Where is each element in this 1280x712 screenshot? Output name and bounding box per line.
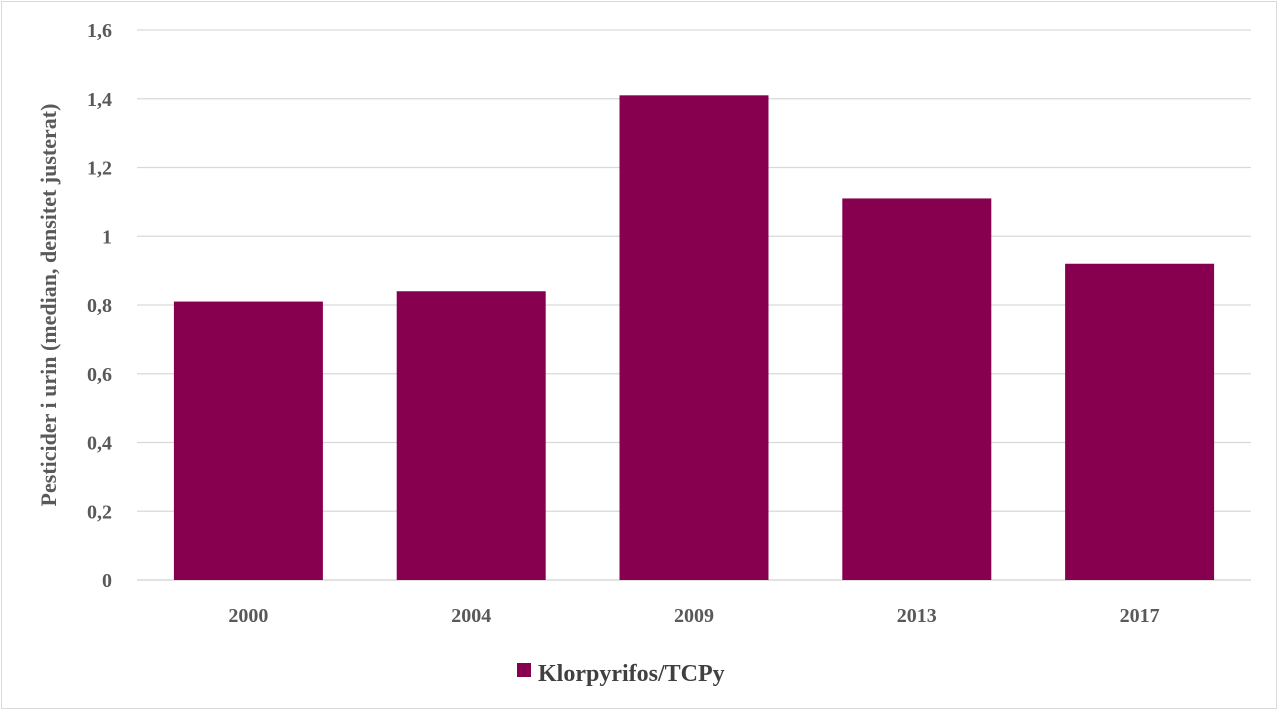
legend: Klorpyrifos/TCPy — [517, 661, 725, 687]
legend-swatch — [517, 663, 531, 677]
y-tick-label: 1,2 — [87, 158, 112, 180]
x-tick-label: 2013 — [897, 605, 937, 627]
x-tick-label: 2000 — [228, 605, 268, 627]
y-tick-label: 0 — [102, 570, 112, 592]
y-tick-label: 1 — [102, 226, 112, 248]
bar-2009 — [619, 95, 769, 580]
bar-2013 — [842, 198, 992, 580]
y-axis-label: Pesticider i urin (median, densitet just… — [36, 104, 61, 507]
y-tick-label: 1,6 — [87, 20, 112, 42]
y-tick-label: 0,4 — [87, 433, 112, 455]
legend-label: Klorpyrifos/TCPy — [538, 661, 725, 687]
x-tick-label: 2004 — [451, 605, 491, 627]
x-tick-label: 2009 — [674, 605, 714, 627]
y-tick-label: 0,2 — [87, 501, 112, 523]
y-tick-label: 0,8 — [87, 295, 112, 317]
x-tick-label: 2017 — [1120, 605, 1160, 627]
bar-2017 — [1065, 263, 1215, 580]
y-tick-label: 1,4 — [87, 89, 112, 111]
bar-2004 — [396, 291, 546, 580]
bar-2000 — [173, 301, 323, 580]
y-tick-label: 0,6 — [87, 364, 112, 386]
